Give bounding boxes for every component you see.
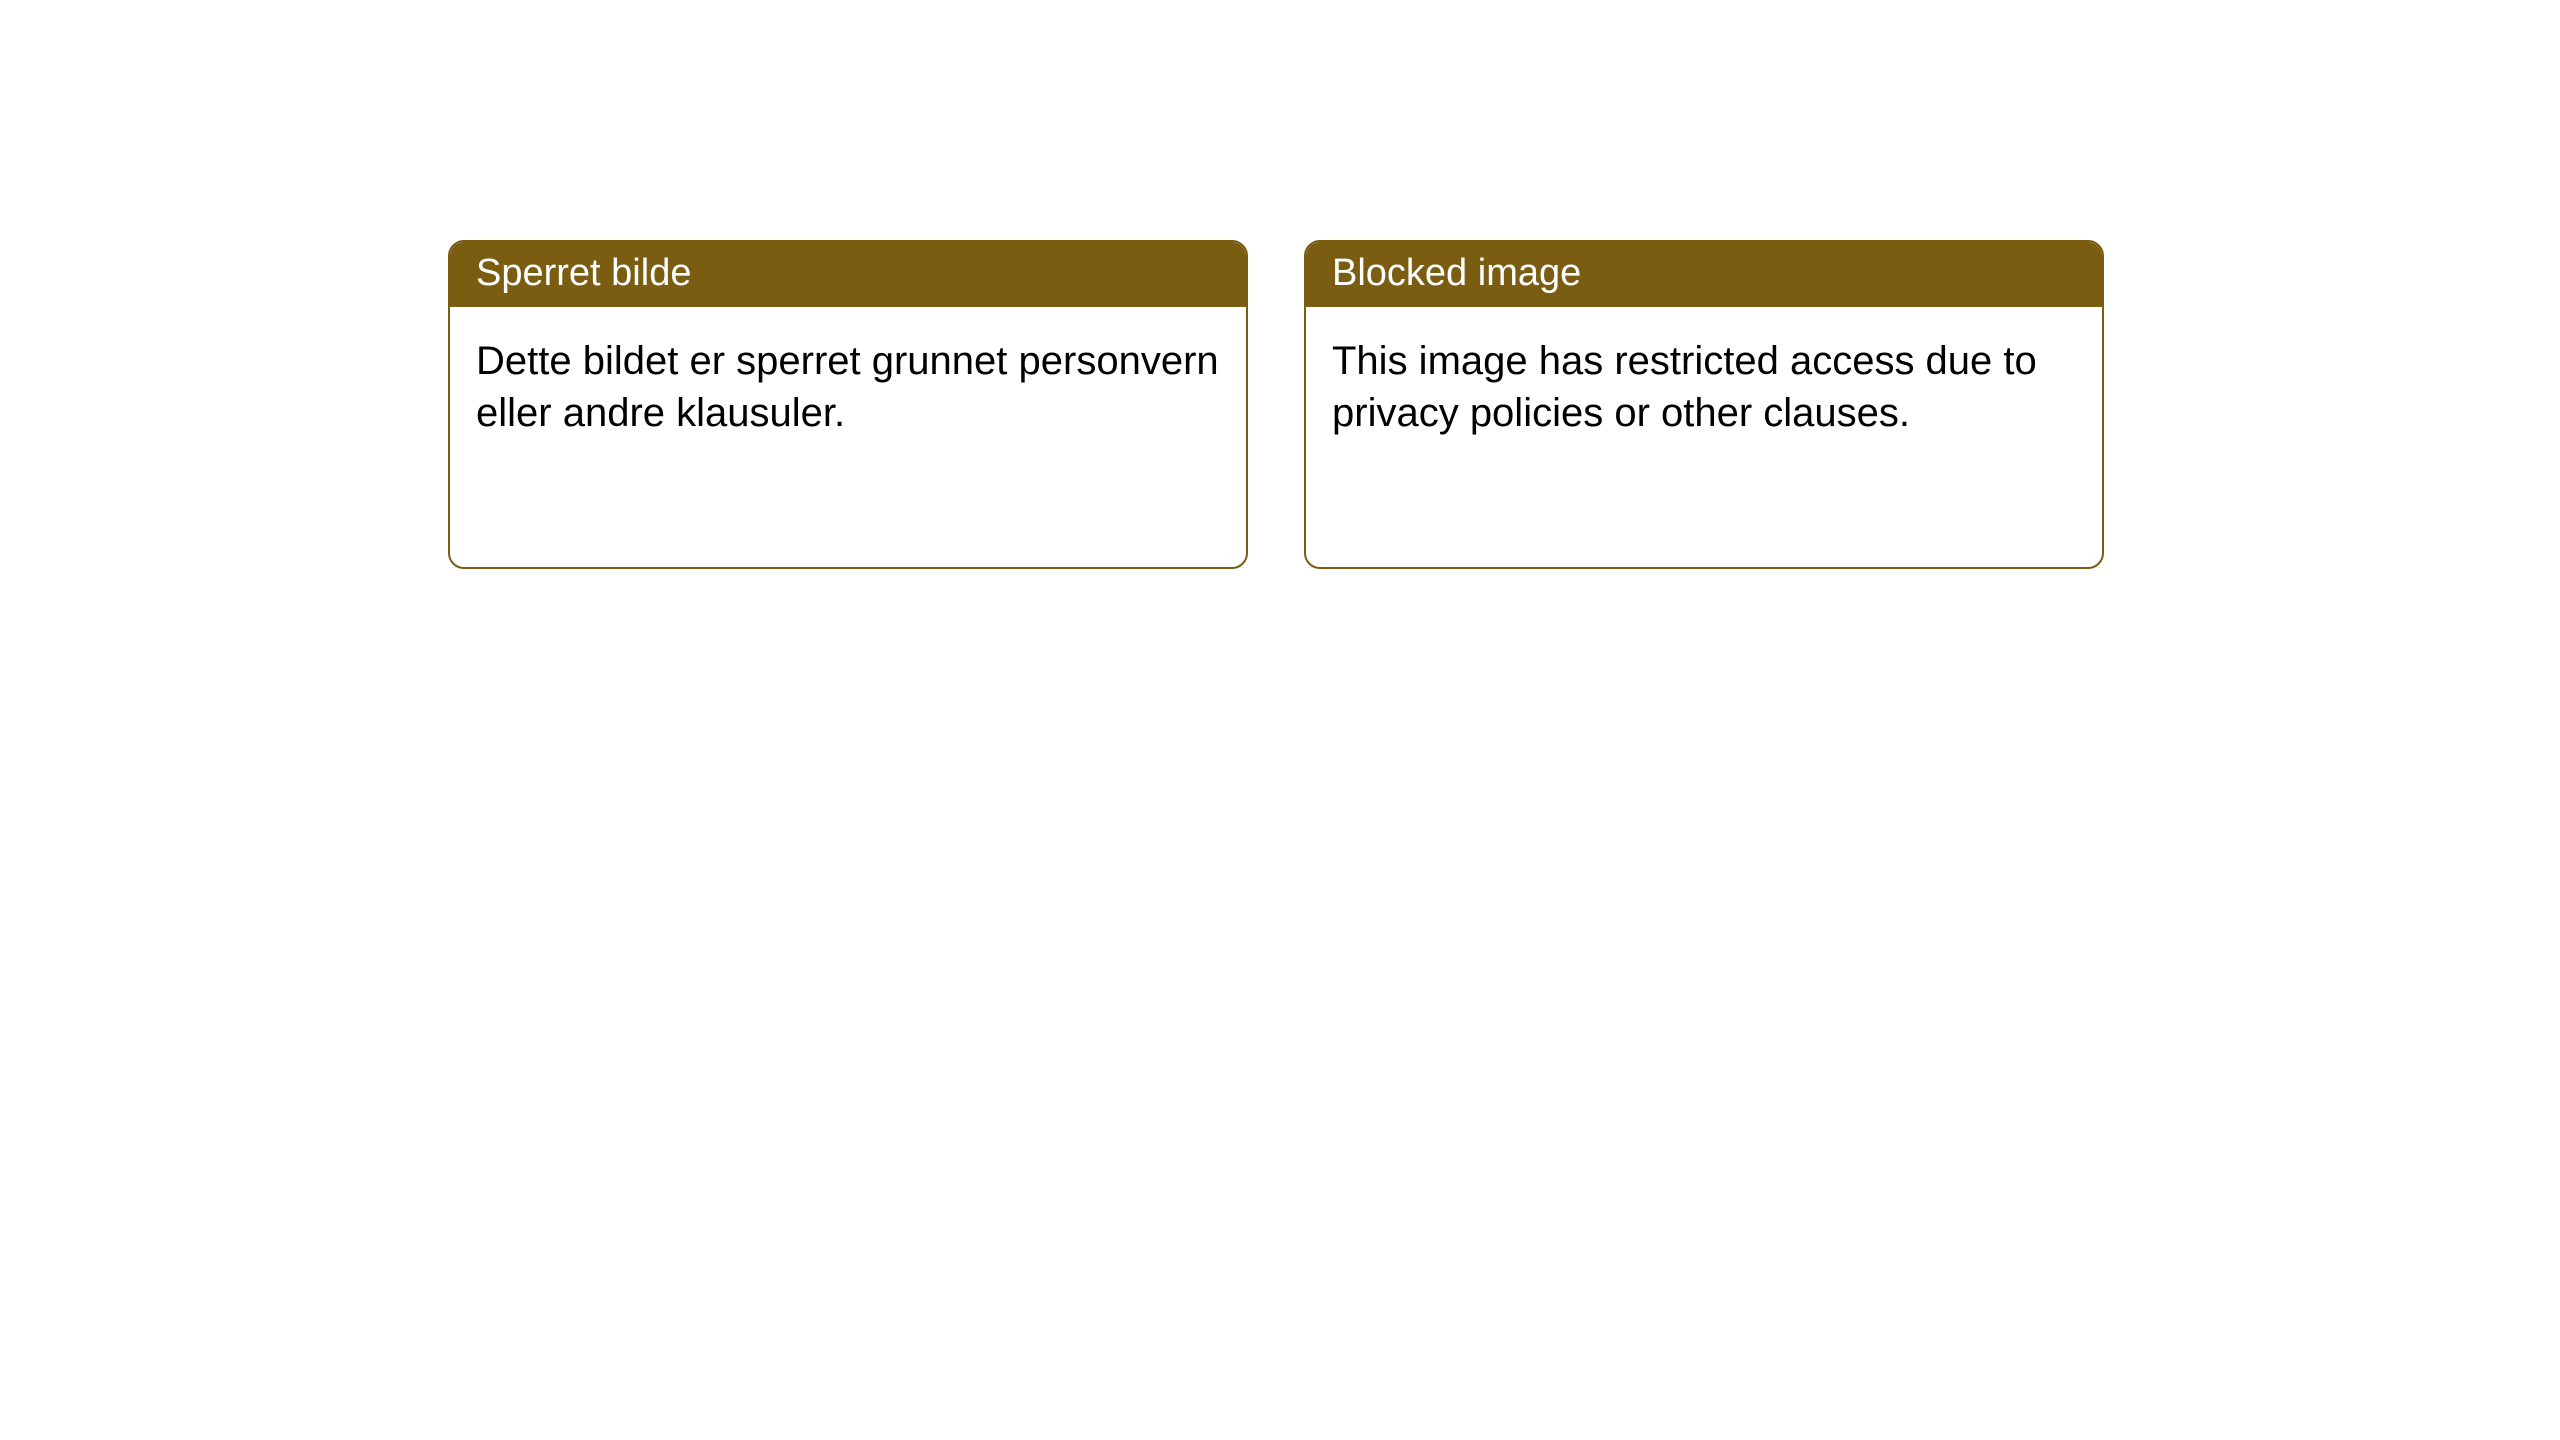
notice-card-english: Blocked image This image has restricted … <box>1304 240 2104 569</box>
card-header-english: Blocked image <box>1306 242 2102 307</box>
card-body-text-english: This image has restricted access due to … <box>1332 339 2037 435</box>
card-body-norwegian: Dette bildet er sperret grunnet personve… <box>450 307 1246 567</box>
card-body-text-norwegian: Dette bildet er sperret grunnet personve… <box>476 339 1219 435</box>
card-title-english: Blocked image <box>1332 252 1581 294</box>
card-header-norwegian: Sperret bilde <box>450 242 1246 307</box>
notice-cards-container: Sperret bilde Dette bildet er sperret gr… <box>448 240 2104 569</box>
notice-card-norwegian: Sperret bilde Dette bildet er sperret gr… <box>448 240 1248 569</box>
card-body-english: This image has restricted access due to … <box>1306 307 2102 567</box>
card-title-norwegian: Sperret bilde <box>476 252 691 294</box>
